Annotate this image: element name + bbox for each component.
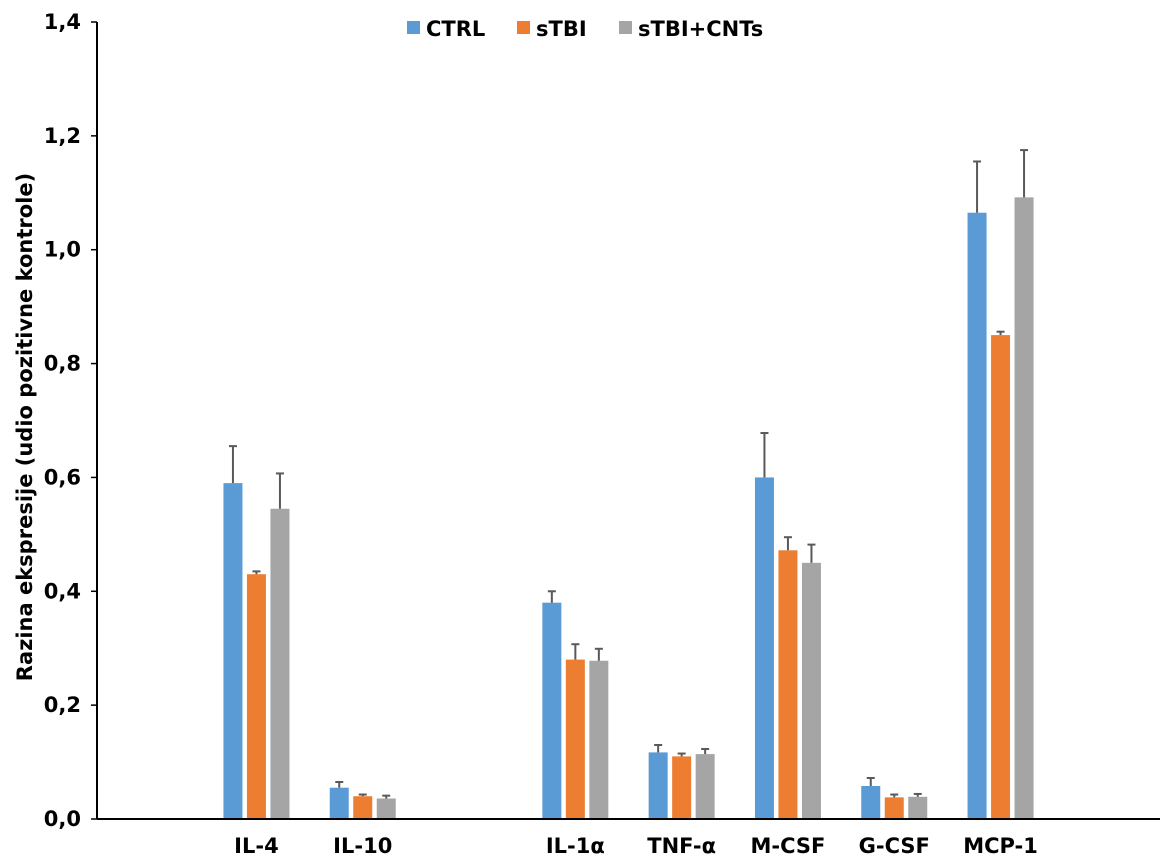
bar-ctrl-il-10 — [329, 787, 349, 819]
bar-stbi-cnts-il-10 — [376, 798, 396, 819]
axes — [96, 22, 1160, 820]
legend-label: sTBI+CNTs — [638, 17, 763, 41]
bar-stbi-mcp-1 — [991, 335, 1011, 819]
bar-stbi-cnts-m-csf — [801, 562, 821, 819]
legend-swatch — [619, 21, 632, 34]
x-tick-label: IL-10 — [333, 834, 392, 858]
bars — [223, 197, 1034, 820]
bar-stbi-tnf- — [672, 756, 692, 819]
legend-swatch — [407, 21, 420, 34]
bar-stbi-il-4 — [246, 574, 266, 819]
bar-stbi-il-1- — [565, 659, 585, 819]
bar-ctrl-m-csf — [754, 477, 774, 819]
y-tick-label: 1,2 — [44, 124, 81, 148]
legend-label: CTRL — [426, 17, 485, 41]
error-bars — [228, 149, 1029, 799]
y-tick-label: 1,0 — [44, 238, 81, 262]
bar-ctrl-il-4 — [223, 483, 243, 819]
bar-stbi-cnts-tnf- — [695, 754, 715, 819]
y-tick-label: 0,6 — [44, 465, 81, 489]
y-tick-label: 1,4 — [44, 10, 81, 34]
bar-ctrl-tnf- — [648, 752, 668, 819]
bar-ctrl-mcp-1 — [967, 212, 987, 820]
y-tick-label: 0,0 — [44, 807, 81, 831]
bar-stbi-cnts-il-1- — [589, 660, 609, 819]
bar-stbi-m-csf — [778, 550, 798, 819]
bar-stbi-cnts-g-csf — [908, 796, 928, 819]
bar-stbi-g-csf — [884, 797, 904, 819]
x-axis-labels: IL-4 IL-10 IL-1α TNF-α M-CSF G-CSF MCP-1 — [234, 834, 1038, 858]
x-tick-label: M-CSF — [751, 834, 826, 858]
bar-ctrl-g-csf — [861, 785, 881, 819]
y-tick-label: 0,8 — [44, 352, 81, 376]
x-tick-label: G-CSF — [859, 834, 930, 858]
bar-stbi-cnts-il-4 — [270, 508, 290, 819]
legend-swatch — [517, 21, 530, 34]
x-tick-label: MCP-1 — [963, 834, 1038, 858]
y-axis-ticks: 0,0 0,2 0,4 0,6 0,8 1,0 1,2 1,4 — [44, 10, 97, 831]
x-tick-label: TNF-α — [647, 834, 716, 858]
y-axis-title-group: Razina ekspresije (udio pozitivne kontro… — [13, 173, 37, 681]
bar-ctrl-il-1- — [542, 602, 562, 819]
y-tick-label: 0,2 — [44, 693, 81, 717]
legend-label: sTBI — [536, 17, 587, 41]
y-axis-title: Razina ekspresije (udio pozitivne kontro… — [13, 173, 37, 681]
y-tick-label: 0,4 — [44, 579, 81, 603]
bar-stbi-il-10 — [353, 796, 373, 819]
x-tick-label: IL-4 — [234, 834, 279, 858]
x-tick-label: IL-1α — [546, 834, 605, 858]
bar-stbi-cnts-mcp-1 — [1014, 197, 1034, 820]
legend: CTRL sTBI sTBI+CNTs — [407, 17, 763, 41]
